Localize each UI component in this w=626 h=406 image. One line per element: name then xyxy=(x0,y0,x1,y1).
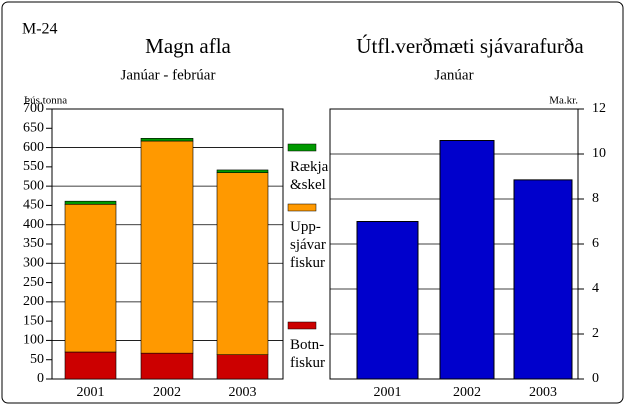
chart-subtitle: Janúar xyxy=(434,67,473,83)
legend-swatch xyxy=(287,203,317,212)
y-tick-label: 0 xyxy=(592,371,599,386)
legend-label: Botn-fiskur xyxy=(290,337,325,371)
x-tick-label: 2001 xyxy=(77,385,105,400)
legend-label: Upp-sjávar fiskur xyxy=(290,219,326,271)
chart-title: Útfl.verðmæti sjávarafurða xyxy=(356,34,584,58)
y-tick-label: 250 xyxy=(23,275,44,290)
label: M-24 xyxy=(22,21,58,38)
y-tick-label: 300 xyxy=(23,256,44,271)
axis-label: Þús.tonna xyxy=(24,95,67,107)
bar-segment xyxy=(216,169,269,173)
chart-subtitle: Janúar - febrúar xyxy=(121,67,216,83)
y-tick-label: 150 xyxy=(23,313,44,328)
legend-swatch xyxy=(287,321,317,330)
y-tick-label: 100 xyxy=(23,333,44,348)
x-tick-label: 2002 xyxy=(453,385,481,400)
bar-segment xyxy=(216,172,269,355)
y-tick-label: 500 xyxy=(23,178,44,193)
y-tick-label: 8 xyxy=(592,191,599,206)
bar xyxy=(356,221,419,380)
axis-label: Ma.kr. xyxy=(549,95,578,107)
bar-segment xyxy=(140,352,194,380)
bar-segment xyxy=(64,203,117,353)
legend-swatch xyxy=(287,143,317,152)
y-tick-label: 10 xyxy=(592,146,606,161)
legend-label: Rækja &skel xyxy=(290,159,329,193)
bar-segment xyxy=(64,200,117,205)
y-tick-label: 550 xyxy=(23,159,44,174)
y-tick-label: 6 xyxy=(592,236,599,251)
bar xyxy=(439,140,495,380)
x-tick-label: 2002 xyxy=(153,385,181,400)
bar-segment xyxy=(64,351,117,380)
chart-title: Magn afla xyxy=(145,34,231,58)
y-tick-label: 450 xyxy=(23,198,44,213)
bar xyxy=(513,179,573,380)
x-tick-label: 2001 xyxy=(374,385,402,400)
y-tick-label: 700 xyxy=(23,101,44,116)
y-tick-label: 0 xyxy=(37,371,44,386)
x-tick-label: 2003 xyxy=(229,385,257,400)
y-tick-label: 12 xyxy=(592,101,606,116)
y-tick-label: 4 xyxy=(592,281,599,296)
bar-segment xyxy=(216,354,269,380)
y-tick-label: 350 xyxy=(23,236,44,251)
y-tick-label: 200 xyxy=(23,294,44,309)
y-tick-label: 50 xyxy=(30,352,44,367)
y-tick-label: 650 xyxy=(23,121,44,136)
x-tick-label: 2003 xyxy=(529,385,557,400)
y-tick-label: 2 xyxy=(592,326,599,341)
bar-segment xyxy=(140,138,194,142)
y-tick-label: 600 xyxy=(23,140,44,155)
y-tick-label: 400 xyxy=(23,217,44,232)
bar-segment xyxy=(140,140,194,354)
